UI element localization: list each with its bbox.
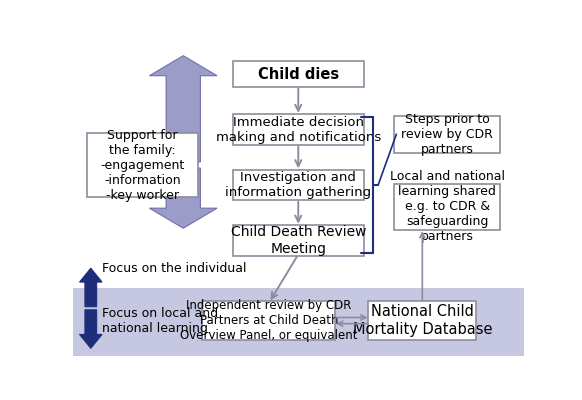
Text: Immediate decision
making and notifications: Immediate decision making and notificati… <box>216 116 381 144</box>
Text: Investigation and
information gathering: Investigation and information gathering <box>225 171 371 199</box>
FancyBboxPatch shape <box>87 133 198 197</box>
FancyBboxPatch shape <box>394 184 500 230</box>
FancyBboxPatch shape <box>233 170 364 200</box>
Text: Local and national
learning shared
e.g. to CDR &
safeguarding
partners: Local and national learning shared e.g. … <box>389 170 505 243</box>
Polygon shape <box>80 310 102 348</box>
FancyBboxPatch shape <box>394 116 500 153</box>
Text: Independent review by CDR
Partners at Child Death
Overview Panel, or equivalent: Independent review by CDR Partners at Ch… <box>180 299 358 342</box>
FancyBboxPatch shape <box>233 225 364 256</box>
Text: Child dies: Child dies <box>258 67 339 82</box>
Bar <box>73 288 524 356</box>
Text: Focus on local and
national learning: Focus on local and national learning <box>102 306 218 334</box>
FancyBboxPatch shape <box>203 301 335 340</box>
Text: Support for
the family:
-engagement
-information
-key worker: Support for the family: -engagement -inf… <box>101 128 185 202</box>
FancyBboxPatch shape <box>368 301 477 340</box>
FancyBboxPatch shape <box>233 61 364 87</box>
Polygon shape <box>150 168 217 228</box>
Text: National Child
Mortality Database: National Child Mortality Database <box>353 304 492 337</box>
Polygon shape <box>150 56 217 162</box>
Text: Focus on the individual: Focus on the individual <box>102 262 247 275</box>
Text: Steps prior to
review by CDR
partners: Steps prior to review by CDR partners <box>401 113 493 156</box>
Polygon shape <box>80 268 102 307</box>
Text: Child Death Review
Meeting: Child Death Review Meeting <box>230 226 366 256</box>
FancyBboxPatch shape <box>233 114 364 145</box>
